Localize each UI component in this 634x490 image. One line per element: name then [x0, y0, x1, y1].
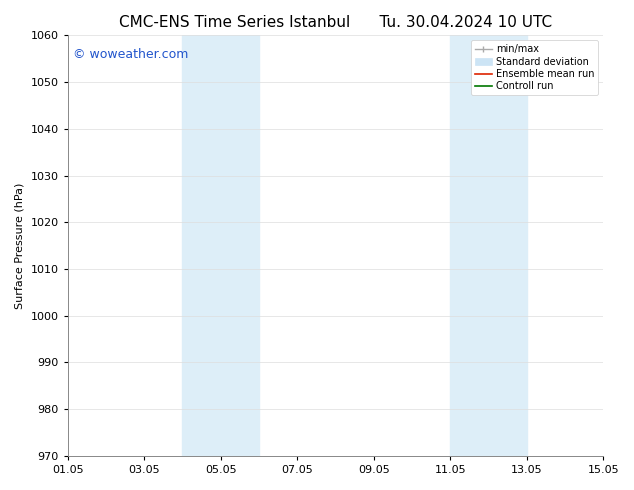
Title: CMC-ENS Time Series Istanbul      Tu. 30.04.2024 10 UTC: CMC-ENS Time Series Istanbul Tu. 30.04.2… — [119, 15, 552, 30]
Y-axis label: Surface Pressure (hPa): Surface Pressure (hPa) — [15, 182, 25, 309]
Text: © woweather.com: © woweather.com — [73, 48, 188, 61]
Bar — [450, 35, 488, 456]
Bar — [183, 35, 221, 456]
Bar — [221, 35, 259, 456]
Legend: min/max, Standard deviation, Ensemble mean run, Controll run: min/max, Standard deviation, Ensemble me… — [470, 40, 598, 95]
Bar — [488, 35, 527, 456]
